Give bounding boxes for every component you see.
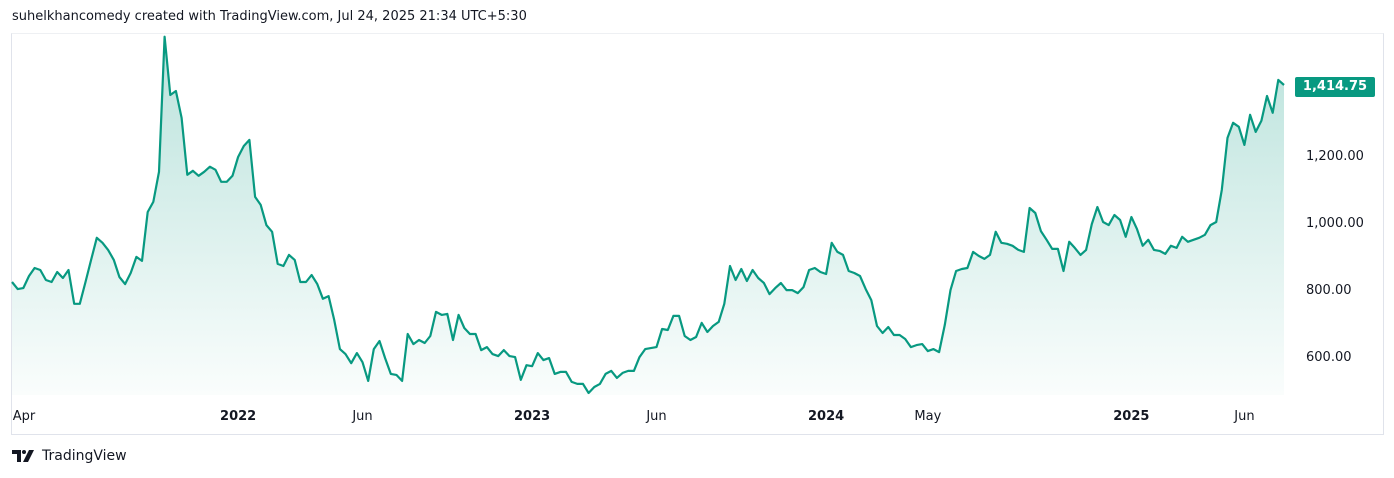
y-tick-label: 1,000.00 bbox=[1306, 216, 1364, 232]
chart-caption: suhelkhancomedy created with TradingView… bbox=[12, 9, 527, 24]
x-tick-label: Jun bbox=[352, 409, 373, 424]
x-tick-label: Jun bbox=[646, 409, 667, 424]
x-tick-label: 2022 bbox=[220, 409, 257, 424]
y-tick-label: 800.00 bbox=[1306, 283, 1352, 299]
x-tick-label: 2024 bbox=[807, 409, 845, 424]
tradingview-logo[interactable]: TradingView bbox=[12, 448, 127, 464]
y-tick-label: 1,200.00 bbox=[1306, 149, 1364, 164]
tradingview-logo-icon bbox=[12, 450, 34, 462]
price-line bbox=[11, 35, 1285, 395]
x-tick-label: 2025 bbox=[1113, 409, 1150, 424]
y-tick-label: 600.00 bbox=[1306, 350, 1352, 366]
x-tick-label: 2023 bbox=[514, 409, 551, 424]
price-area-fill bbox=[12, 36, 1284, 395]
x-tick-label: May bbox=[914, 409, 942, 424]
chart-frame bbox=[11, 33, 1384, 435]
x-tick-label: Apr bbox=[12, 409, 36, 424]
tradingview-logo-text: TradingView bbox=[42, 448, 127, 464]
last-price-badge: 1,414.75 bbox=[1295, 77, 1375, 97]
x-tick-label: Jun bbox=[1234, 409, 1255, 424]
